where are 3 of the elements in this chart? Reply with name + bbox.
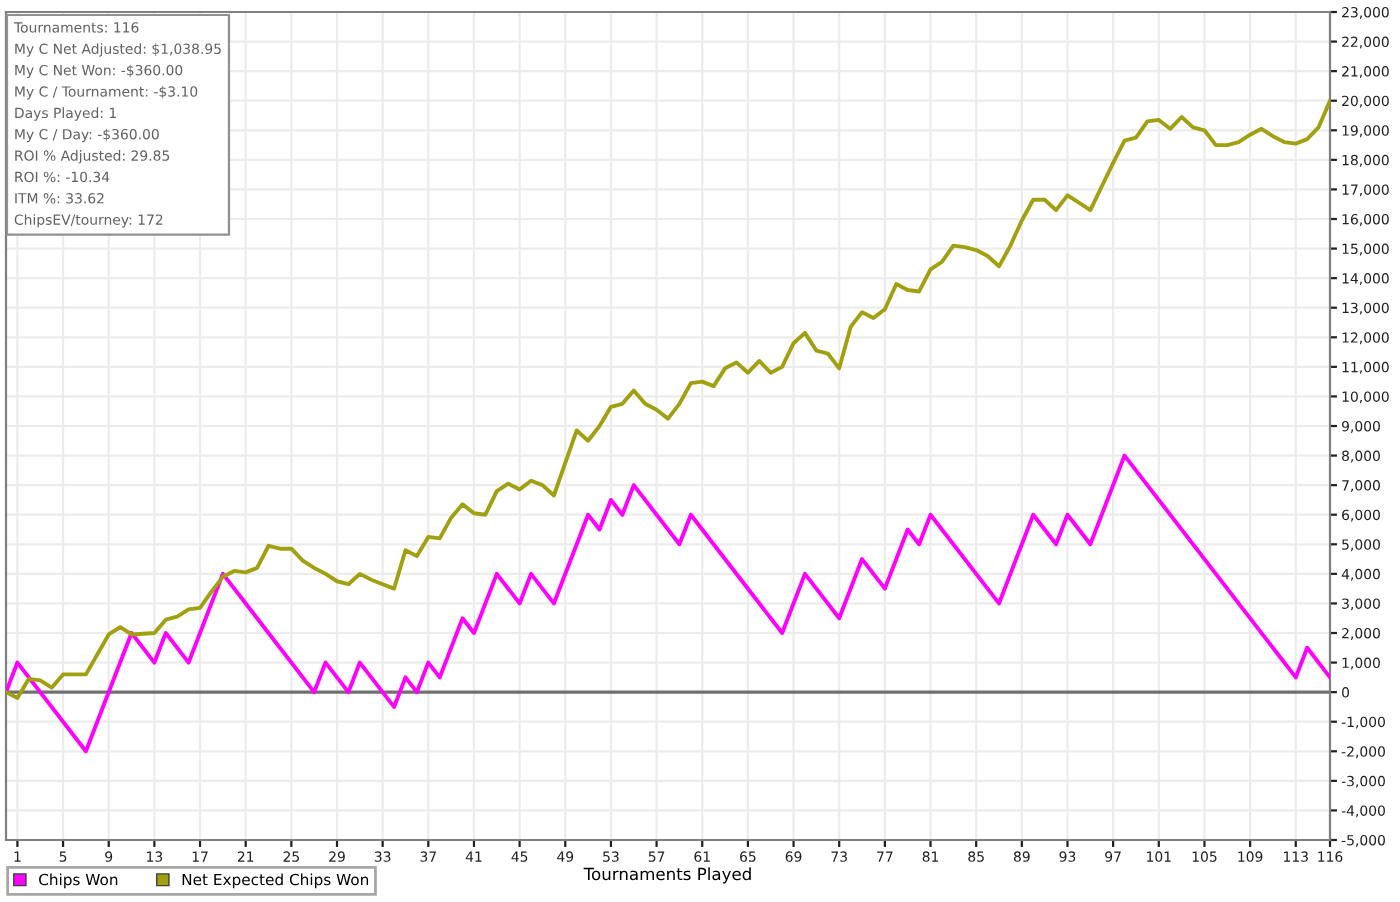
line-series — [6, 98, 1330, 701]
x-axis-title: Tournaments Played — [583, 867, 751, 884]
line-series — [6, 453, 1330, 754]
